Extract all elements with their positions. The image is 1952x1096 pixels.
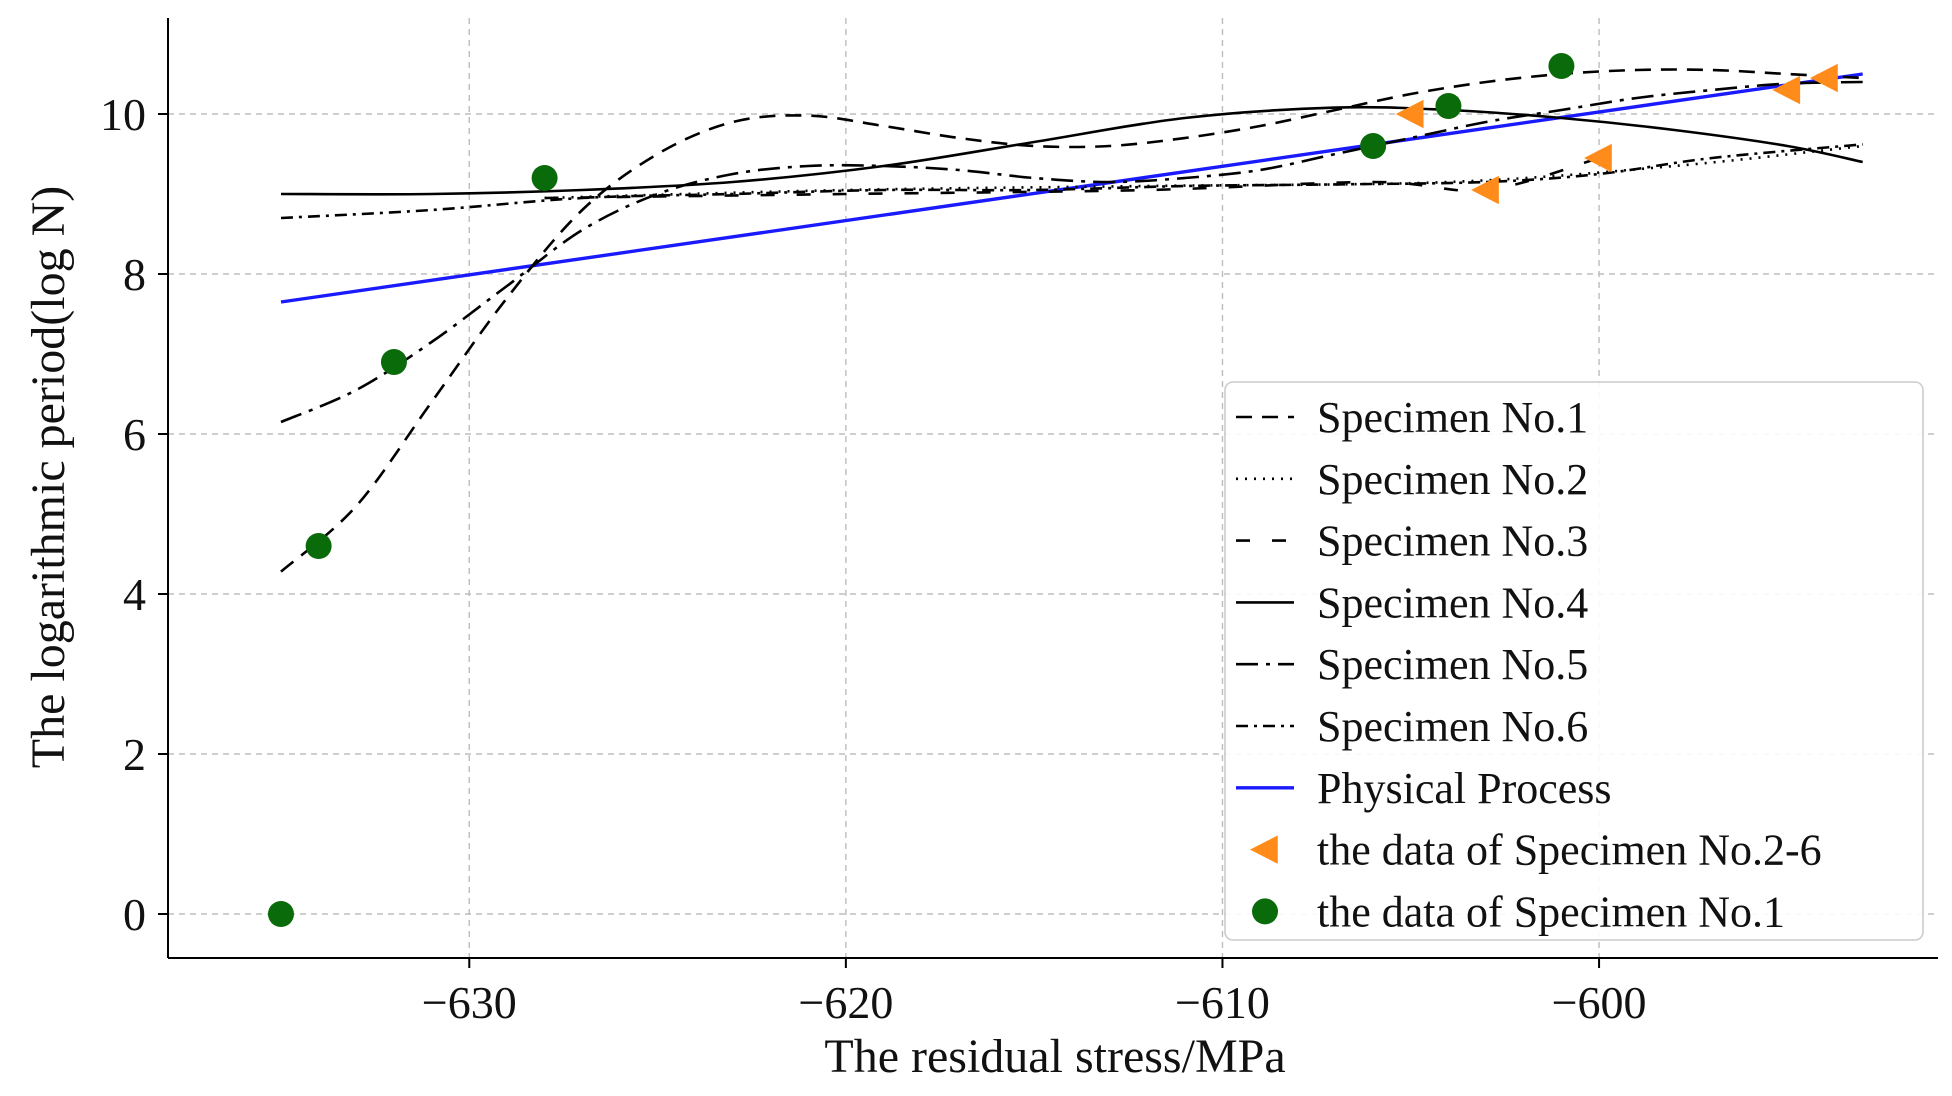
series-4 [280, 80, 1863, 424]
legend-label-7: the data of Specimen No.2-6 [1317, 826, 1822, 875]
series-3-line [280, 105, 1863, 196]
legend-label-3: Specimen No.4 [1317, 578, 1588, 627]
x-axis-title: The residual stress/MPa [824, 1030, 1285, 1083]
legend-label-2: Specimen No.3 [1317, 517, 1588, 566]
legend-label-4: Specimen No.5 [1317, 640, 1588, 689]
series-1 [544, 144, 1863, 200]
legend-marker-7 [1250, 835, 1278, 864]
series-7-point-3 [1772, 75, 1801, 105]
series-7 [1395, 63, 1838, 205]
legend-label-6: Physical Process [1317, 764, 1612, 813]
legend-box [1224, 381, 1924, 941]
series-8-point-0 [267, 901, 294, 927]
legend-label-1: Specimen No.2 [1317, 455, 1588, 504]
series-8-point-5 [1435, 93, 1462, 119]
legend-entry-2: Specimen No.3 [1236, 517, 1588, 566]
series-7-point-1 [1471, 175, 1499, 205]
x-tick-label-2: −610 [1175, 977, 1270, 1028]
legend-entry-8: the data of Specimen No.1 [1252, 887, 1785, 936]
y-axis-title: The logarithmic period(log N) [22, 186, 75, 769]
legend: Specimen No.1 Specimen No.2 Specimen No.3 S… [1224, 381, 1924, 941]
legend-entry-5: Specimen No.6 [1236, 702, 1588, 751]
legend-label-0: Specimen No.1 [1317, 393, 1588, 442]
x-tick-label-0: −630 [422, 977, 517, 1028]
series-3 [280, 105, 1863, 196]
series-8-point-3 [531, 165, 558, 191]
legend-entry-1: Specimen No.2 [1236, 455, 1588, 504]
series-4-line [280, 80, 1863, 424]
series-8 [267, 53, 1575, 927]
x-tick-label-1: −620 [798, 977, 893, 1028]
legend-entry-0: Specimen No.1 [1236, 393, 1588, 442]
legend-entry-7: the data of Specimen No.2-6 [1250, 826, 1822, 875]
x-tick-label-3: −600 [1552, 977, 1647, 1028]
series-7-point-0 [1395, 99, 1424, 129]
legend-label-5: Specimen No.6 [1317, 702, 1588, 751]
y-tick-label-4: 8 [123, 249, 146, 300]
series-8-point-2 [380, 349, 407, 375]
legend-entry-4: Specimen No.5 [1236, 640, 1588, 689]
y-tick-label-0: 0 [123, 889, 146, 940]
axes: −630 −620 −610 −600 0 2 4 6 8 10 [100, 18, 1938, 1028]
series-2-line [544, 156, 1600, 200]
series-layer [267, 53, 1863, 927]
series-5 [280, 143, 1863, 220]
series-7-point-2 [1584, 143, 1612, 173]
series-2 [544, 156, 1600, 200]
series-8-point-6 [1548, 53, 1575, 79]
y-tick-label-3: 6 [123, 409, 146, 460]
series-7-point-4 [1810, 63, 1838, 93]
y-tick-label-5: 10 [100, 89, 146, 140]
legend-entry-6: Physical Process [1236, 764, 1612, 813]
legend-label-8: the data of Specimen No.1 [1317, 887, 1785, 936]
series-1-line [544, 144, 1863, 200]
y-tick-label-2: 4 [123, 569, 146, 620]
legend-marker-8 [1252, 898, 1278, 925]
y-tick-label-1: 2 [123, 729, 146, 780]
legend-entry-3: Specimen No.4 [1236, 578, 1588, 627]
series-8-point-1 [305, 533, 332, 559]
series-8-point-4 [1360, 133, 1387, 159]
series-5-line [280, 143, 1863, 220]
